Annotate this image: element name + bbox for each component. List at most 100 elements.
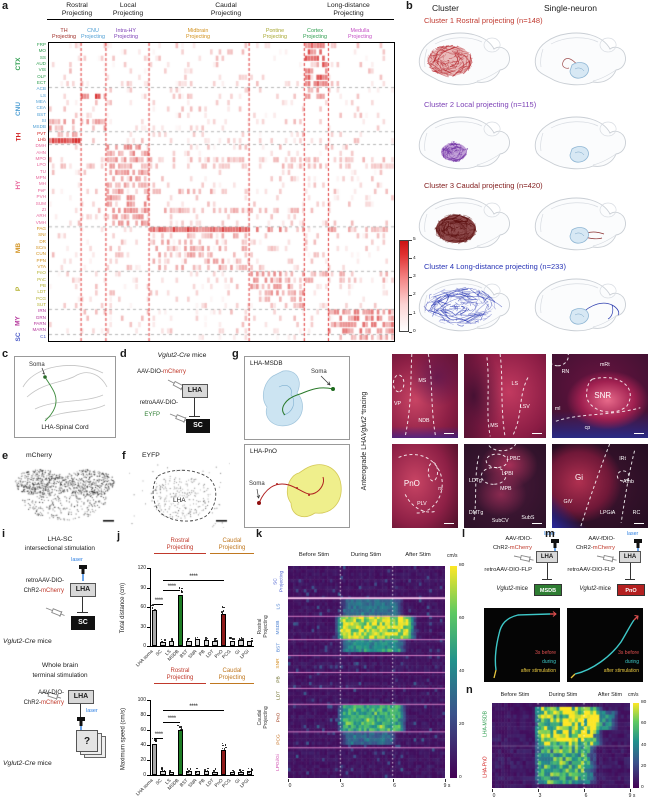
l-laser: laser [544, 531, 556, 537]
data-point [232, 769, 234, 772]
row-label-ARH: ARH [36, 213, 46, 219]
colorbar-tick: 5 [413, 237, 416, 243]
n-row-label-0: LHA-MSDB [481, 703, 491, 746]
data-point [251, 637, 253, 640]
data-point [155, 740, 157, 743]
n-xtick: 9 s [628, 793, 636, 799]
col-group-header-0: Rostral Projecting [47, 2, 107, 20]
subgroup-name: Cortex [307, 28, 323, 34]
row-label-C1: C1 [40, 333, 46, 339]
ytick-mark [147, 775, 150, 776]
syringe-icon [41, 691, 62, 700]
region-label-MPB: MPB [500, 486, 512, 492]
n-row-label-1: LHA-PnO [481, 746, 491, 789]
row-label-PVH: PVH [36, 194, 46, 200]
row-label-FRP: FRP [36, 42, 46, 47]
colorbar-tickmark [409, 295, 412, 297]
k-cb-tick: 0 [459, 775, 462, 780]
row-label-DMH: DMH [35, 143, 46, 149]
sig-line [163, 710, 224, 711]
bar-SC [160, 642, 166, 646]
subgroup-sub: Projecting [114, 34, 138, 41]
data-point [215, 637, 217, 640]
row-label-MPN: MPN [35, 175, 46, 181]
data-point [181, 594, 184, 597]
ytick-label: 60 [140, 604, 146, 610]
data-point [229, 637, 231, 639]
data-point [205, 636, 208, 639]
data-point [189, 768, 192, 770]
cluster-title-2: Cluster 2 Local projecting (n=115) [424, 100, 537, 109]
row-label-ECT: ECT [36, 80, 46, 86]
k-cb-tick: 80 [459, 563, 465, 568]
col-group-line1: Rostral [66, 2, 88, 9]
subgroup-sub: Projecting [81, 34, 105, 41]
l-mice: Vglut2-mice [458, 586, 528, 592]
l-trajectory [493, 611, 557, 679]
row-label-MH: MH [38, 181, 46, 187]
data-point [194, 636, 197, 639]
data-point [250, 768, 253, 770]
caudal-a: Caudal [222, 538, 242, 544]
sig-stars: **** [167, 715, 177, 722]
row-label-SI: SI [41, 118, 46, 124]
ytick-label: 120 [137, 565, 146, 571]
scale-bar [634, 522, 644, 524]
data-point [251, 769, 253, 771]
bar-SNR [194, 638, 201, 646]
syringe-icon [513, 554, 534, 563]
subgroup-name: Medulla [350, 28, 370, 34]
ylabel-1: Maximum speed (cm/s) [118, 698, 128, 779]
k-xtick: 9 s [443, 783, 451, 789]
bar-LDT [212, 641, 218, 646]
brain-outline [418, 197, 510, 251]
k-row-label-7: PnO [272, 704, 285, 732]
sig-line [154, 738, 163, 739]
bar-SC [160, 771, 166, 775]
panel-c-caption: LHA-Spinal Cord [41, 424, 89, 431]
data-point [154, 739, 156, 741]
i-mice-rest: mice [35, 638, 52, 645]
row-group-MB-text: MB [14, 243, 22, 254]
subgroup-sub: Projecting [348, 34, 372, 41]
row-label-VIS: VIS [38, 67, 46, 73]
l-target-box: MSDB [534, 584, 562, 596]
k-xtick-mark [288, 779, 289, 782]
optic-fiber-icon [79, 565, 87, 581]
i-virus-1a: retroAAV-DIO- [25, 578, 64, 584]
bar-MSDB [177, 595, 184, 646]
virus-label-1: AAV-DIO-mCherry [124, 369, 186, 375]
l-virus-2: retroAAV-DIO-FLP [484, 567, 532, 573]
col-subgroup-header-0: TH Projecting [48, 28, 80, 41]
sig-stars: **** [154, 731, 164, 738]
anatomy-boundaries [464, 444, 546, 528]
rostral-header-0: Rostral Projecting [154, 538, 206, 554]
data-point [238, 638, 241, 640]
ytick-label: 40 [140, 742, 146, 748]
data-point [220, 611, 223, 613]
brain-outline [418, 278, 510, 332]
lha-msdb-neuron: Soma [263, 369, 335, 427]
row-label-BST: BST [37, 111, 46, 117]
anatomy-boundaries [392, 444, 458, 528]
row-label-PnO: PnO [36, 270, 46, 276]
laser-label-2: laser [86, 708, 98, 714]
col-group-header-2: Caudal Projecting [149, 2, 303, 20]
region-label-Amb: Amb [623, 479, 634, 486]
k-outer-label-1: Caudal Projecting [257, 688, 270, 747]
m-target-box: PnO [617, 584, 645, 596]
i-mice-italic: Vglut2-Cre [3, 638, 36, 645]
caudal-b: Projecting [218, 674, 246, 681]
l-virus-1b: ChR2-mCherry [468, 545, 532, 551]
row-label-DR: DR [39, 238, 46, 244]
col-group-line2: Projecting [61, 9, 93, 17]
ytick-label: 20 [140, 757, 146, 763]
subgroup-sub: Projecting [52, 34, 76, 41]
k-cb-label: cm/s [447, 553, 458, 559]
row-group-CNU: CNU [13, 86, 25, 130]
data-point [163, 770, 166, 772]
region-label-PLV: PLV [417, 501, 427, 508]
data-point [248, 771, 250, 773]
row-group-MY: MY [13, 308, 25, 333]
k-row-label-6-text: LDT [275, 691, 281, 701]
